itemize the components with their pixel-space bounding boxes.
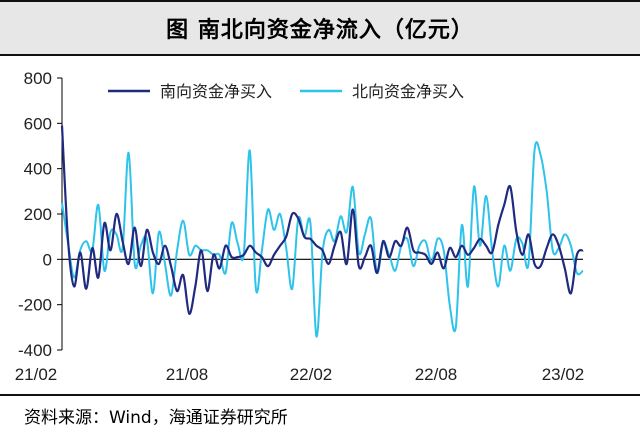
source-bar: 资料来源：Wind，海通证券研究所 (0, 394, 640, 434)
legend: 南向资金净买入 北向资金净买入 (108, 83, 464, 101)
x-tick-label: 21/02 (15, 365, 58, 384)
x-tick-label: 22/08 (415, 365, 458, 384)
y-tick-label: 600 (24, 114, 52, 133)
line-chart: -400 -200 0 200 400 600 800 21/02 21/08 22/02 22/… (15, 69, 585, 384)
x-axis: 21/02 21/08 22/02 22/08 23/02 (15, 258, 585, 384)
source-note: 资料来源：Wind，海通证券研究所 (24, 407, 288, 428)
y-tick-label: 400 (24, 160, 52, 179)
series-line-south (60, 125, 584, 315)
title-bar: 图 南北向资金净流入（亿元） (0, 0, 640, 56)
legend-label-south: 南向资金净买入 (160, 83, 272, 101)
y-tick-label: -200 (18, 296, 52, 315)
y-tick-label: 200 (24, 205, 52, 224)
page-title: 图 南北向资金净流入（亿元） (166, 18, 474, 43)
legend-label-north: 北向资金净买入 (352, 83, 464, 101)
series-layer (60, 125, 584, 338)
y-axis: -400 -200 0 200 400 600 800 (18, 69, 63, 360)
y-tick-label: -400 (18, 341, 52, 360)
x-tick-label: 21/08 (166, 365, 209, 384)
y-tick-label: 800 (24, 69, 52, 88)
x-tick-label: 23/02 (542, 365, 585, 384)
y-tick-label: 0 (43, 250, 52, 269)
x-tick-label: 22/02 (290, 365, 333, 384)
series-line-north (61, 141, 584, 338)
